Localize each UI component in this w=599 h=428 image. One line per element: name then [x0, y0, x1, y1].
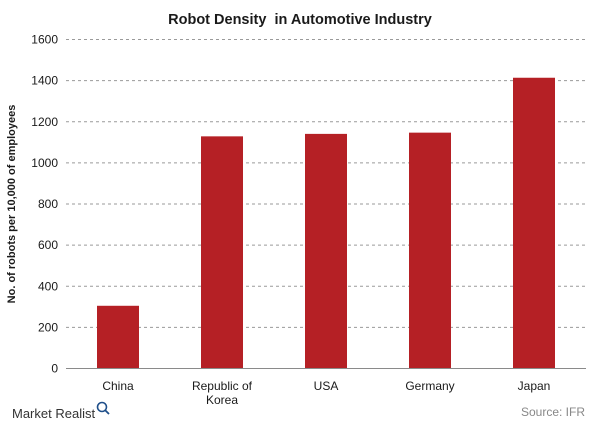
- y-tick-label: 600: [38, 238, 58, 252]
- x-tick-label-line: Republic of: [192, 379, 253, 393]
- x-tick-label: Republic of Korea: [192, 379, 253, 407]
- bar: [201, 136, 243, 369]
- x-tick-label: Germany: [405, 379, 454, 393]
- x-tick-label: USA: [314, 379, 339, 393]
- x-tick-label: Japan: [518, 379, 551, 393]
- x-tick-labels: China Republic of Korea USA Germany Japan: [102, 379, 550, 407]
- y-tick-label: 0: [51, 362, 58, 376]
- x-tick-label-line: Japan: [518, 379, 551, 393]
- x-tick-label-line: China: [102, 379, 134, 393]
- x-tick-label-line: Korea: [206, 393, 238, 407]
- bar: [97, 305, 139, 369]
- y-tick-labels: 0 200 400 600 800 1000 1200 1400 1600: [31, 33, 58, 376]
- bar: [305, 133, 347, 369]
- brand-text: Market Realist: [12, 406, 95, 421]
- y-tick-label: 800: [38, 197, 58, 211]
- y-tick-label: 1600: [31, 33, 58, 47]
- x-tick-label: China: [102, 379, 134, 393]
- y-tick-label: 400: [38, 279, 58, 293]
- bar: [409, 132, 451, 369]
- y-tick-label: 1400: [31, 74, 58, 88]
- bar: [513, 77, 555, 369]
- bars: [97, 77, 555, 369]
- x-tick-label-line: USA: [314, 379, 339, 393]
- y-axis-label: No. of robots per 10,000 of employees: [6, 105, 18, 304]
- y-tick-label: 1000: [31, 156, 58, 170]
- y-tick-label: 200: [38, 320, 58, 334]
- source-note: Source: IFR: [521, 405, 585, 419]
- chart-title: Robot Density in Automotive Industry: [168, 12, 432, 28]
- y-tick-label: 1200: [31, 115, 58, 129]
- x-tick-label-line: Germany: [405, 379, 454, 393]
- magnifier-icon: [96, 401, 110, 415]
- market-realist-logo: Market Realist: [12, 401, 110, 421]
